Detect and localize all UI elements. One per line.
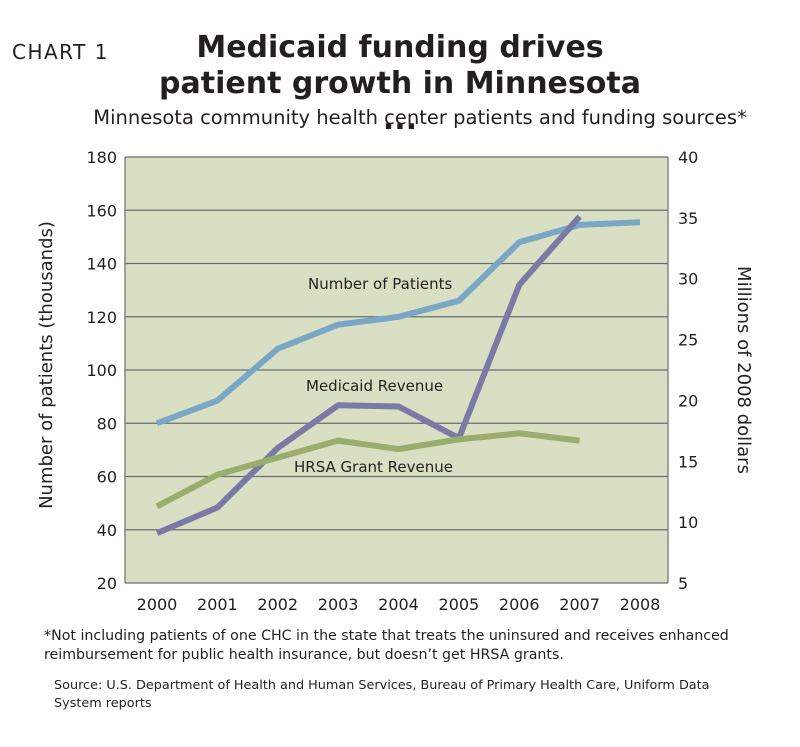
series-line-hrsa: [155, 430, 580, 509]
y-tick-label: 180: [86, 148, 117, 167]
x-tick-label: 2008: [620, 595, 661, 614]
x-tick-label: 2004: [378, 595, 419, 614]
right-axis-ticks: 5 10 15 20 25 30 35 40: [678, 148, 698, 593]
footnote: *Not including patients of one CHC in th…: [44, 628, 729, 663]
y-axis-label: Number of patients (thousands): [36, 221, 57, 509]
series-labels: Number of Patients Medicaid Revenue HRSA…: [294, 275, 453, 476]
series-label-hrsa: HRSA Grant Revenue: [294, 458, 453, 476]
y2-tick-label: 40: [678, 148, 698, 167]
y-tick-label: 20: [97, 574, 117, 593]
series-line-medicaid: [155, 214, 582, 536]
y-tick-label: 120: [86, 308, 117, 327]
y2-tick-label: 20: [678, 391, 698, 410]
series-label-medicaid: Medicaid Revenue: [306, 377, 443, 395]
x-tick-label: 2006: [499, 595, 540, 614]
x-tick-label: 2003: [318, 595, 359, 614]
y-tick-label: 160: [86, 201, 117, 220]
series-line-patients: [155, 219, 641, 427]
y2-tick-label: 15: [678, 452, 698, 471]
x-tick-label: 2005: [439, 595, 480, 614]
y-tick-label: 60: [97, 468, 117, 487]
y2-tick-label: 5: [678, 574, 688, 593]
y2-tick-label: 30: [678, 270, 698, 289]
data-series: [155, 214, 641, 536]
chart-title-line-1: Medicaid funding drives: [196, 30, 604, 65]
y2-tick-label: 25: [678, 331, 698, 350]
x-tick-label: 2001: [197, 595, 238, 614]
y-tick-label: 100: [86, 361, 117, 380]
series-label-patients: Number of Patients: [308, 275, 452, 293]
x-tick-label: 2007: [559, 595, 600, 614]
y2-tick-label: 35: [678, 209, 698, 228]
chart-subtitle: Minnesota community health center patien…: [93, 106, 747, 129]
chart-title-line-2: patient growth in Minnesota ...: [159, 66, 641, 137]
x-tick-label: 2000: [137, 595, 178, 614]
y2-tick-label: 10: [678, 513, 698, 532]
y-tick-label: 40: [97, 521, 117, 540]
left-axis-ticks: 20 40 60 80 100 120 140 160 180: [86, 148, 117, 593]
y-tick-label: 80: [97, 414, 117, 433]
chart-number-label: CHART 1: [12, 40, 109, 64]
gridlines: [124, 156, 669, 584]
x-tick-label: 2002: [257, 595, 298, 614]
source-note: Source: U.S. Department of Health and Hu…: [54, 678, 710, 711]
x-axis-ticks: 2000 2001 2002 2003 2004 2005 2006 2007 2008: [137, 595, 661, 614]
y-tick-label: 140: [86, 255, 117, 274]
y2-axis-label: Millions of 2008 dollars: [733, 266, 754, 474]
